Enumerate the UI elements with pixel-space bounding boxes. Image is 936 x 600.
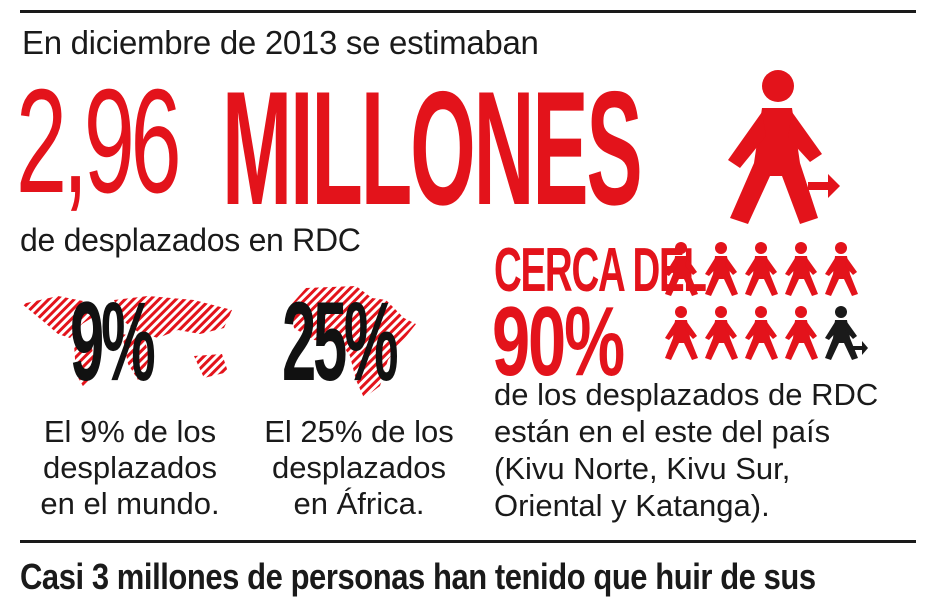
headline-word: MILLONES bbox=[222, 58, 643, 239]
footer-text: Casi 3 millones de personas han tenido q… bbox=[20, 556, 816, 597]
bottom-divider bbox=[20, 540, 916, 543]
person-icon-red bbox=[705, 306, 738, 360]
top-divider bbox=[20, 10, 916, 13]
stat-world-caption: El 9% de los desplazados en el mundo. bbox=[40, 414, 220, 521]
subline-text: de desplazados en RDC bbox=[20, 222, 361, 258]
headline-number: 2,96 bbox=[16, 59, 182, 224]
people-grid bbox=[665, 242, 868, 360]
person-icon-red bbox=[785, 242, 818, 296]
person-icon-red bbox=[745, 306, 778, 360]
intro-text: En diciembre de 2013 se estimaban bbox=[22, 24, 539, 61]
east-description: de los desplazados de RDC están en el es… bbox=[494, 377, 879, 523]
world-map-icon bbox=[22, 296, 232, 388]
stat-africa-percent: 25% bbox=[282, 279, 399, 404]
walking-person-icon bbox=[728, 70, 840, 224]
person-icon-red bbox=[665, 242, 698, 296]
person-icon-red bbox=[745, 242, 778, 296]
arrow-right-icon bbox=[852, 341, 868, 355]
stat-africa-caption: El 25% de los desplazados en África. bbox=[264, 414, 454, 521]
person-icon-red bbox=[785, 306, 818, 360]
africa-map-icon bbox=[290, 286, 416, 398]
person-icon-dark bbox=[825, 306, 868, 360]
stat-world-percent: 9% bbox=[70, 279, 156, 404]
person-icon-red bbox=[705, 242, 738, 296]
person-icon-red bbox=[665, 306, 698, 360]
person-icon-red bbox=[825, 242, 858, 296]
east-percent: 90% bbox=[492, 286, 625, 396]
